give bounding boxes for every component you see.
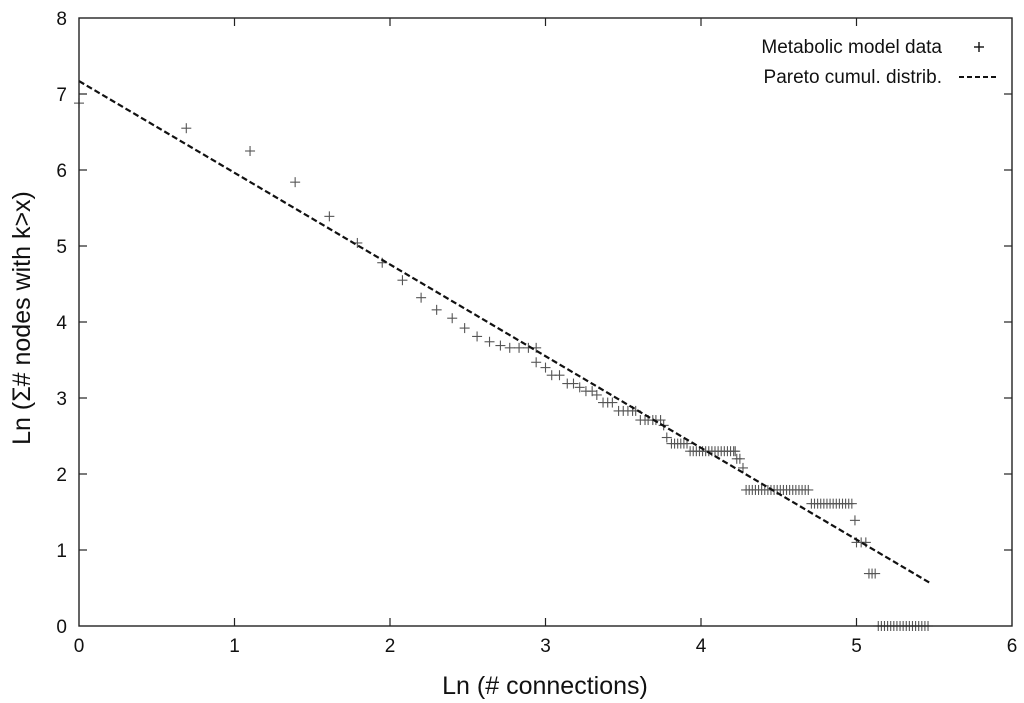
x-tick-label: 2 <box>385 636 396 657</box>
y-tick-label: 2 <box>56 465 67 486</box>
data-point-plus <box>447 313 458 324</box>
y-tick-label: 1 <box>56 541 67 562</box>
data-point-plus <box>531 357 542 368</box>
ticks-layer: 0 1 2 3 4 5 6 0 1 2 3 4 5 6 7 8 <box>56 9 1017 657</box>
y-axis-title: Ln (Σ# nodes with k>x) <box>8 191 36 445</box>
data-point-plus <box>245 146 256 156</box>
x-tick-label: 6 <box>1007 636 1018 657</box>
y-tick-label: 7 <box>56 85 67 106</box>
legend-label-pareto-cumul-distrib: Pareto cumul. distrib. <box>764 67 942 88</box>
y-tick-label: 3 <box>56 389 67 410</box>
data-point-plus <box>846 498 857 509</box>
x-tick-label: 5 <box>851 636 862 657</box>
plot-frame <box>78 17 1013 627</box>
y-tick-label: 6 <box>56 161 67 182</box>
data-point-plus <box>661 432 672 443</box>
x-tick-label: 4 <box>696 636 707 657</box>
series-layer <box>74 80 934 631</box>
data-point-plus <box>472 331 483 342</box>
data-point-plus <box>591 389 602 400</box>
data-point-plus <box>495 340 506 351</box>
x-tick-label: 0 <box>74 636 85 657</box>
y-tick-label: 0 <box>56 617 67 638</box>
pareto-fit-line <box>78 80 931 584</box>
data-point-plus <box>849 515 860 526</box>
y-tick-label: 4 <box>56 313 67 334</box>
data-point-plus <box>181 123 192 134</box>
x-tick-label: 3 <box>540 636 551 657</box>
data-point-plus <box>459 323 470 334</box>
data-point-plus <box>803 484 814 495</box>
x-tick-label: 1 <box>229 636 240 657</box>
data-point-plus <box>554 370 565 381</box>
data-point-plus <box>514 342 525 353</box>
data-point-plus <box>734 453 745 464</box>
y-tick-label: 8 <box>56 9 67 30</box>
data-point-plus <box>397 275 408 286</box>
data-point-plus <box>290 177 301 188</box>
data-point-plus <box>870 568 881 579</box>
data-point-plus <box>730 446 741 457</box>
data-point-plus <box>574 382 585 393</box>
data-point-plus <box>655 415 666 426</box>
data-point-plus <box>540 362 551 373</box>
data-point-plus <box>607 397 618 408</box>
data-point-plus <box>416 292 427 303</box>
data-point-plus <box>324 211 335 222</box>
x-axis-title: Ln (# connections) <box>442 672 648 700</box>
y-tick-label: 5 <box>56 237 67 258</box>
data-point-plus <box>484 336 495 347</box>
legend-marker-plus <box>974 42 984 52</box>
data-point-plus <box>504 342 515 353</box>
data-point-plus <box>737 462 748 473</box>
legend-label-metabolic-model-data: Metabolic model data <box>761 37 942 58</box>
data-point-plus <box>568 378 579 389</box>
legend: Metabolic model data Pareto cumul. distr… <box>761 37 998 88</box>
data-point-plus <box>431 304 442 315</box>
